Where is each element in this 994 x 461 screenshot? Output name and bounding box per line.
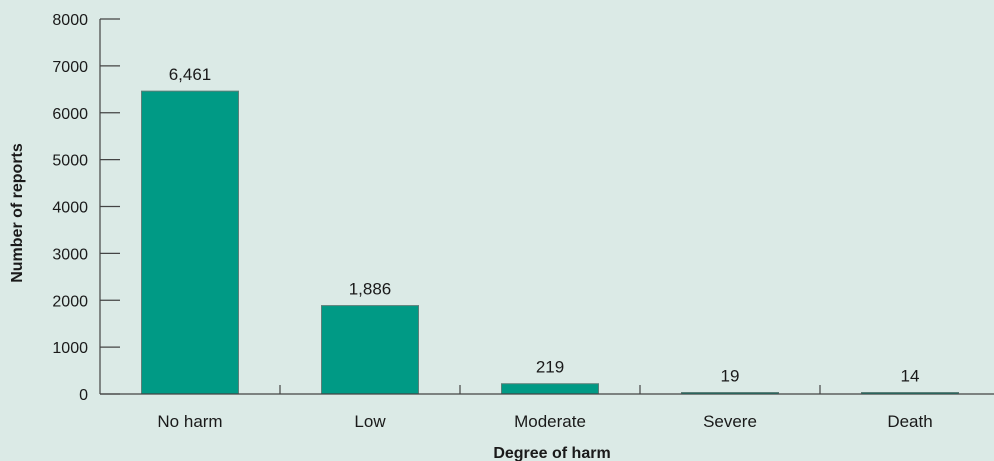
y-tick-label: 5000: [52, 153, 88, 170]
bar-moderate: [501, 383, 599, 395]
x-tick-label: Severe: [703, 412, 757, 431]
y-tick-label: 7000: [52, 59, 88, 76]
data-label: 14: [901, 367, 920, 386]
data-label: 6,461: [169, 65, 212, 84]
bar-low: [321, 305, 419, 395]
data-label: 1,886: [349, 280, 392, 299]
y-tick-label: 8000: [52, 12, 88, 29]
y-tick-label: 3000: [52, 246, 88, 263]
y-tick-label: 6000: [52, 106, 88, 123]
y-axis-ticks: 0 1000 2000 3000 4000 5000 6000 7000 8000: [52, 12, 120, 404]
x-tick-label: No harm: [157, 412, 222, 431]
y-tick-label: 4000: [52, 200, 88, 217]
y-tick-label: 2000: [52, 293, 88, 310]
data-label: 19: [721, 367, 740, 386]
y-axis-title: Number of reports: [9, 143, 26, 283]
x-tick-label: Death: [887, 412, 932, 431]
bar-no-harm: [141, 90, 239, 395]
x-tick-label: Low: [354, 412, 386, 431]
x-axis-ticks: [279, 385, 821, 394]
data-label: 219: [536, 358, 564, 377]
y-tick-label: 0: [79, 387, 88, 404]
x-axis-title: Degree of harm: [493, 445, 610, 461]
x-tick-label: Moderate: [514, 412, 586, 431]
y-tick-label: 1000: [52, 340, 88, 357]
bars: 6,461 No harm 1,886 Low 219 Moderate 19 Severe 1…: [141, 65, 959, 431]
